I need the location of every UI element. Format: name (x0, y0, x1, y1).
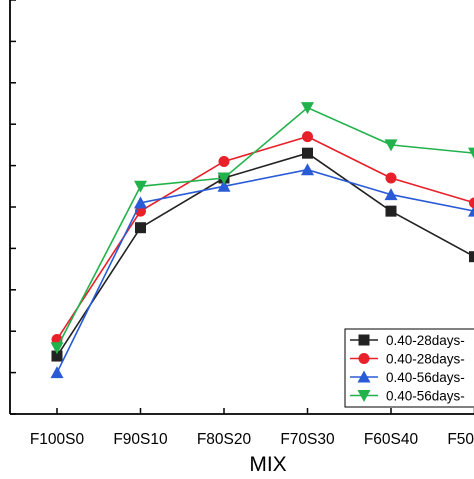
legend-label: 0.40-56days- (386, 389, 465, 404)
data-point (468, 148, 474, 160)
data-point (359, 335, 370, 346)
data-point (134, 181, 147, 193)
x-tick-label: F70S30 (280, 431, 335, 448)
data-point (219, 156, 230, 167)
data-point (469, 197, 474, 208)
x-tick-label: F90S10 (113, 431, 168, 448)
series-2 (52, 131, 474, 345)
data-point (386, 173, 397, 184)
data-point (302, 131, 313, 142)
data-point (51, 366, 64, 378)
data-point (301, 163, 314, 175)
data-point (469, 251, 474, 262)
x-tick-label: F60S40 (364, 431, 419, 448)
data-point (385, 188, 398, 200)
legend: 0.40-28days- 0.40-28days- 0.40-56days- 0.40… (345, 329, 474, 407)
series-line (57, 108, 474, 348)
legend-label: 0.40-28days- (386, 333, 465, 348)
data-point (386, 206, 397, 217)
x-tick-label: F100S0 (30, 431, 85, 448)
series-4 (51, 102, 474, 354)
x-tick-label: F50S50 (447, 431, 474, 448)
series-line (57, 137, 474, 340)
legend-label: 0.40-28days- (386, 352, 465, 367)
x-tick-label: F80S20 (197, 431, 252, 448)
legend-label: 0.40-56days- (386, 370, 465, 385)
data-point (302, 148, 313, 159)
data-point (135, 222, 146, 233)
data-point (359, 353, 370, 364)
x-axis-title: MIX (249, 453, 286, 474)
